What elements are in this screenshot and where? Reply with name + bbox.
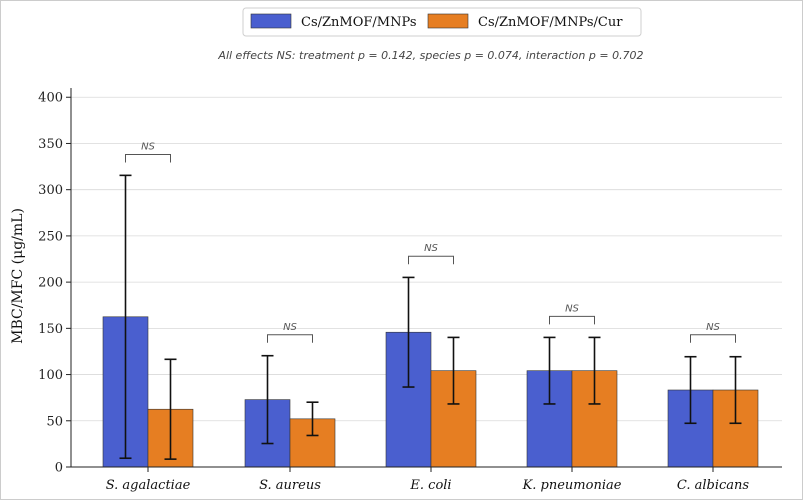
y-tick-label: 100 [38, 368, 63, 383]
x-tick-label: S. aureus [259, 478, 321, 493]
significance-label: NS [283, 322, 297, 333]
error-bars [119, 174, 742, 460]
significance-label: NS [565, 303, 579, 314]
significance-bracket [408, 255, 454, 265]
legend: Cs/ZnMOF/MNPs Cs/ZnMOF/MNPs/Cur [242, 7, 642, 37]
x-tick-label: S. agalactiae [106, 478, 191, 493]
chart-subtitle: All effects NS: treatment p = 0.142, spe… [217, 49, 643, 62]
x-tick-label: C. albicans [677, 478, 750, 493]
legend-swatch-series-1 [250, 13, 292, 29]
significance-bracket [267, 334, 313, 343]
legend-label-series-2: Cs/ZnMOF/MNPs/Cur [478, 15, 623, 30]
x-tick-labels: S. agalactiae S. aureus E. coli K. pneumoni… [106, 467, 750, 493]
significance-bracket [125, 154, 171, 163]
x-tick-label: E. coli [409, 478, 451, 493]
axes [70, 88, 782, 468]
y-axis-label: MBC/MFC (μg/mL) [10, 208, 26, 344]
legend-label-series-1: Cs/ZnMOF/MNPs [301, 15, 417, 30]
significance-annotations: NS NS NS NS NS [125, 142, 736, 343]
gridlines [71, 96, 782, 422]
legend-swatch-series-2 [427, 13, 469, 29]
significance-label: NS [424, 243, 438, 254]
significance-bracket [690, 334, 736, 343]
y-tick-label: 350 [38, 137, 63, 152]
y-tick-label: 200 [38, 276, 63, 291]
y-tick-label: 400 [38, 91, 63, 106]
significance-label: NS [141, 142, 155, 153]
x-tick-label: K. pneumoniae [522, 478, 622, 493]
y-tick-label: 250 [38, 229, 63, 244]
significance-label: NS [706, 322, 720, 333]
y-tick-label: 50 [46, 414, 63, 429]
y-tick-label: 0 [55, 461, 63, 476]
y-ticks: 0 50 100 150 200 250 300 350 400 [38, 91, 71, 476]
significance-bracket [549, 315, 595, 325]
y-tick-label: 300 [38, 183, 63, 198]
y-tick-label: 150 [38, 322, 63, 337]
